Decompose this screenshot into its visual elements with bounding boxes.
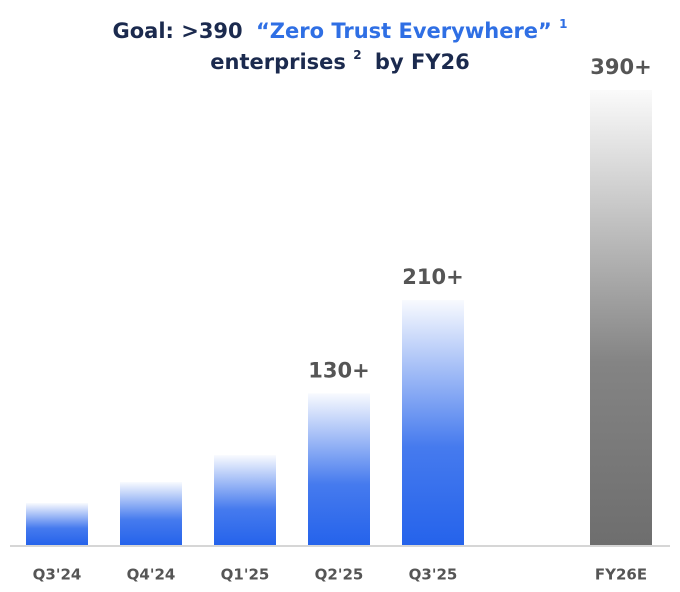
x-tick-label: Q4'24	[127, 566, 176, 584]
title-tail: by FY26	[375, 50, 470, 74]
value-label: 390+	[590, 55, 651, 79]
chart-subtitle: enterprises 2 by FY26	[210, 42, 469, 74]
bar	[590, 90, 652, 545]
title-footnote: 2	[353, 48, 361, 62]
title-footnote: 1	[559, 17, 567, 31]
bar	[26, 503, 88, 545]
value-label: 210+	[402, 265, 463, 289]
x-tick-label: Q3'25	[409, 566, 458, 584]
bar	[120, 482, 182, 545]
x-tick-label: Q1'25	[221, 566, 270, 584]
value-label: 130+	[308, 358, 369, 382]
bar	[214, 455, 276, 545]
chart-title: Goal: >390 “Zero Trust Everywhere” 1	[112, 17, 567, 44]
x-tick-label: Q2'25	[315, 566, 364, 584]
bar	[308, 393, 370, 545]
bar	[402, 300, 464, 545]
x-tick-label: FY26E	[595, 566, 647, 584]
x-tick-label: Q3'24	[33, 566, 82, 584]
title-line2: enterprises	[210, 50, 346, 74]
title-highlight: “Zero Trust Everywhere”	[256, 19, 552, 43]
title-goal: Goal: >390	[112, 19, 242, 43]
